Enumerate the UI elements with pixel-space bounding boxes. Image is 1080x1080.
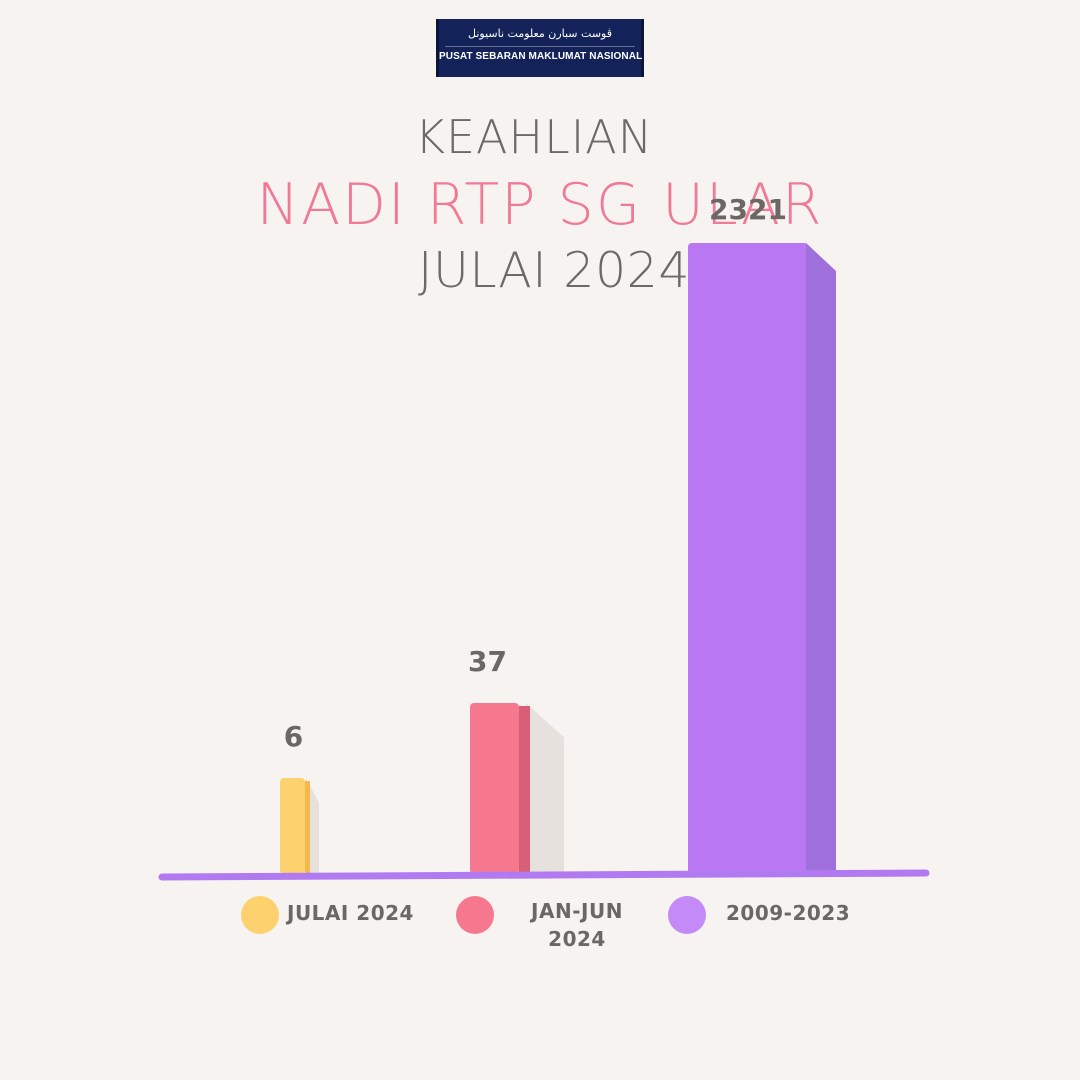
legend-item-jan-jun-2024: JAN-JUN 2024 — [456, 896, 636, 953]
legend-item-2009-2023: 2009-2023 — [668, 896, 866, 934]
legend-item-julai-2024: JULAI 2024 — [241, 896, 417, 934]
value-label-2009-2023: 2321 — [709, 193, 787, 226]
title-line-3: JULAI 2024 — [418, 242, 690, 299]
legend-dot-2009-2023 — [668, 896, 706, 934]
bar-julai-2024 — [280, 778, 305, 874]
logo-text: PUSAT SEBARAN MAKLUMAT NASIONAL — [439, 51, 643, 62]
value-label-jan-jun-2024: 37 — [468, 645, 507, 678]
bar-side-2009-2023 — [806, 243, 836, 872]
bar-side-julai-2024 — [305, 781, 310, 874]
bar-side-jan-jun-2024 — [519, 706, 530, 874]
bar-shadow-jan-jun-2024 — [526, 703, 564, 874]
bar-jan-jun-2024 — [470, 703, 519, 874]
logo-banner: ڤوست سبارن معلومت ناسيونل PUSAT SEBARAN … — [436, 19, 644, 77]
value-label-julai-2024: 6 — [284, 720, 303, 753]
legend-label-jan-jun-line2: 2024 — [548, 927, 606, 951]
logo-jawi-text: ڤوست سبارن معلومت ناسيونل — [468, 27, 612, 40]
legend-label-jan-jun-2024: JAN-JUN 2024 — [518, 897, 636, 953]
title-line-2: NADI RTP SG ULAR — [256, 172, 824, 238]
x-axis-line — [158, 869, 930, 881]
legend-label-jan-jun-line1: JAN-JUN — [531, 899, 623, 923]
legend-dot-julai-2024 — [241, 896, 279, 934]
legend-dot-jan-jun-2024 — [456, 896, 494, 934]
legend-label-julai-2024: JULAI 2024 — [287, 901, 414, 925]
logo-divider — [445, 46, 635, 47]
title-line-1: KEAHLIAN — [414, 110, 654, 164]
legend-label-2009-2023: 2009-2023 — [726, 901, 851, 925]
bar-2009-2023 — [688, 243, 808, 874]
